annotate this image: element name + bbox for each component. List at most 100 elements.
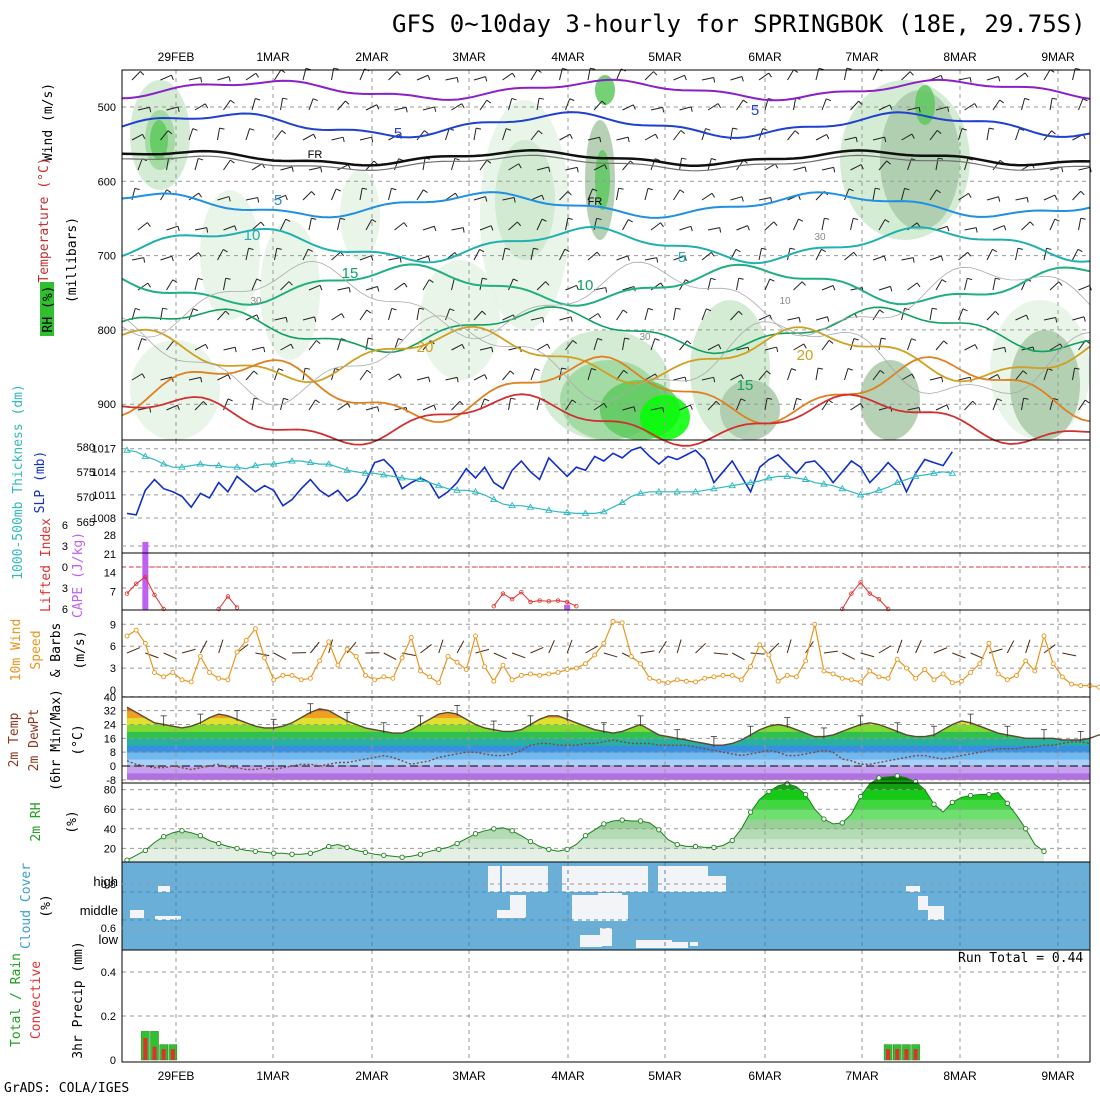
thickness-marker [856, 491, 865, 498]
wind10-barb [842, 652, 855, 660]
wind-barb [964, 344, 976, 351]
wind-barb-flag [142, 134, 146, 140]
rh-shade [150, 120, 168, 160]
wind-barb [445, 376, 458, 381]
wind-barb-flag [315, 399, 320, 404]
credit-label: GrADS: COLA/IGES [4, 1081, 130, 1096]
wind10-marker [894, 656, 900, 662]
rh-marker [876, 775, 882, 781]
wind10-barb [383, 652, 397, 661]
thickness-marker [123, 446, 131, 453]
thickness-marker [251, 461, 260, 469]
contour-label: 5 [751, 102, 759, 119]
rh-marker [399, 854, 405, 860]
rh-shade [880, 90, 960, 230]
rh-marker [417, 851, 424, 857]
contour-label: 30 [639, 332, 651, 343]
wind-barb-flag [545, 281, 550, 286]
wind10-marker [693, 679, 698, 685]
thickness-tick-label: 580 [77, 442, 95, 454]
wind-barb-flag [341, 313, 345, 319]
lifted-index-marker [225, 594, 231, 599]
wind-barb [650, 106, 663, 111]
wind-barb-flag [391, 307, 397, 311]
wind-barb [929, 308, 933, 321]
rh-marker [344, 844, 350, 851]
date-label-top: 4MAR [551, 50, 585, 64]
thickness-marker [141, 452, 150, 459]
wind-barb [416, 74, 429, 81]
wind-barb-flag [1051, 130, 1056, 135]
wind-barb-flag [879, 369, 885, 374]
wind10-marker [1069, 681, 1074, 687]
wind-barb-flag [511, 97, 517, 101]
wind-barb [673, 74, 685, 81]
wind10-marker [830, 671, 836, 677]
wind10-marker [748, 664, 754, 670]
ua-pressure-label: (millibars) [65, 217, 80, 303]
wind-barb [251, 163, 263, 171]
wind-barb-flag [340, 251, 345, 257]
wind-barb [473, 374, 485, 381]
wind-barb-flag [423, 189, 428, 193]
wind-barb [473, 310, 483, 321]
precip-tick-label: 0 [110, 1055, 116, 1067]
wind-barb [166, 158, 170, 171]
wind-barb [137, 338, 143, 351]
wind-barb [365, 406, 378, 411]
wind10-marker [1014, 672, 1019, 678]
wind-barb-flag [333, 67, 339, 70]
wind-barb [1049, 343, 1061, 351]
wind10-barb [786, 639, 792, 654]
wind-barb-flag [398, 338, 404, 341]
wind-barb-flag [988, 127, 995, 130]
wind-barb-flag [347, 403, 351, 408]
wind-barb-flag [533, 247, 539, 250]
wind-barb-flag [711, 193, 716, 198]
wind-barb [217, 76, 230, 81]
wind-barb [1049, 98, 1053, 111]
wind-barb-flag [706, 308, 712, 312]
wind-barb [992, 398, 998, 411]
wind-barb-flag [517, 221, 522, 227]
wind-barb [394, 282, 405, 291]
wind-barb [1021, 98, 1026, 111]
wind10-marker [537, 672, 543, 678]
temp-band [127, 752, 1090, 760]
rh-marker [674, 841, 680, 848]
wind-barb-flag [454, 192, 459, 198]
temp-tick-label: 8 [110, 747, 116, 759]
wind-barb-flag [564, 248, 570, 253]
wind-barb-flag [1046, 247, 1052, 250]
slp-axis-label: SLP (mb) [33, 451, 48, 514]
wind-barb [815, 316, 828, 321]
wind10-marker [564, 667, 570, 673]
wind10-barb [346, 641, 357, 654]
thickness-marker [783, 472, 792, 479]
wind-barb [644, 188, 649, 201]
wind-barb [736, 99, 744, 111]
lifted-index-line [841, 581, 889, 610]
cloud-cell [155, 916, 181, 920]
wind-barb [850, 287, 863, 291]
wind10-marker [601, 640, 607, 646]
wind10-marker [720, 672, 726, 678]
thickness-marker [361, 469, 370, 476]
wind-barb-flag [768, 72, 772, 78]
wind-barb [872, 136, 885, 141]
precip-tick-label: 0.6 [101, 923, 116, 935]
rh-marker [949, 799, 955, 805]
wind-barb-flag [826, 134, 830, 140]
wind-barb-flag [798, 218, 804, 222]
lifted-index-axis-label: Lifted Index [39, 518, 54, 612]
wind-barb-flag [997, 398, 1003, 402]
wind-barb-flag [875, 187, 881, 190]
wind10-marker [729, 672, 735, 678]
wind-barb [308, 284, 321, 291]
wind-barb-flag [633, 406, 636, 412]
wind-barb-flag [818, 67, 824, 71]
wind-barb-flag [1054, 218, 1060, 222]
wind10-barb [420, 644, 432, 654]
wind-barb-flag [433, 226, 437, 232]
wind10-barb [768, 642, 780, 654]
